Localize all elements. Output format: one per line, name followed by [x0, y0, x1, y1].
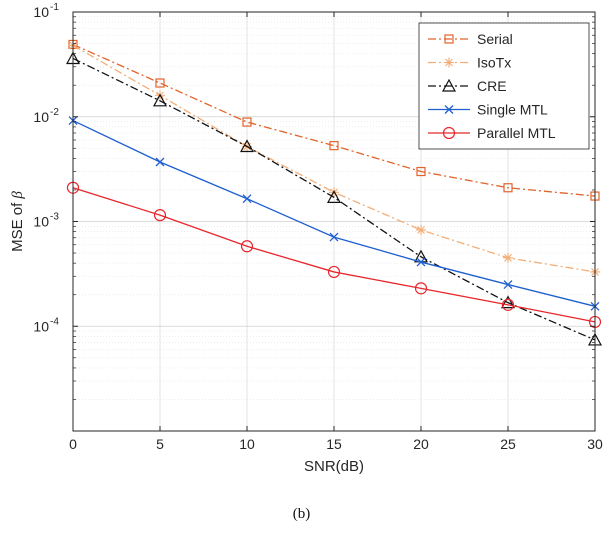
data-point [329, 232, 339, 242]
x-tick-label: 20 [413, 436, 429, 452]
y-tick-exponent: -4 [50, 316, 59, 327]
y-tick-exponent: -1 [50, 2, 59, 13]
legend-item: Parallel MTL [428, 125, 556, 141]
legend-marker [441, 78, 457, 92]
legend: Serial IsoTx CRE Single MTL Parallel MTL [418, 22, 590, 150]
y-tick-label: 10 [33, 214, 49, 230]
legend-marker [444, 34, 454, 44]
legend-item: CRE [428, 78, 507, 94]
data-point [242, 117, 252, 127]
data-point [416, 257, 426, 267]
legend-marker [444, 57, 454, 68]
data-point [414, 282, 428, 295]
x-tick-label: 25 [500, 436, 516, 452]
data-point [239, 139, 255, 153]
legend-item: Serial [428, 31, 513, 47]
y-axis-label-text: MSE of [9, 199, 26, 252]
y-tick-label: 10 [33, 4, 49, 20]
y-tick-exponent: -2 [50, 107, 59, 118]
plot-area [65, 39, 603, 346]
data-point [501, 298, 515, 311]
legend-item: Single MTL [428, 102, 548, 118]
legend-marker [442, 126, 456, 140]
y-axis-label: MSE of β [9, 191, 26, 252]
data-point [326, 190, 342, 203]
x-tick-label: 5 [156, 436, 164, 452]
y-tick-label: 10 [33, 109, 49, 125]
legend-label: Parallel MTL [477, 125, 556, 141]
x-tick-label: 15 [326, 436, 342, 452]
legend-label: IsoTx [477, 55, 511, 71]
series-cre [65, 51, 603, 346]
data-point [329, 141, 339, 151]
series-parallel-mtl [66, 181, 602, 329]
series-line [72, 57, 596, 341]
y-tick-label: 10 [33, 318, 49, 334]
y-axis-label-symbol: β [10, 191, 26, 200]
x-tick-label: 30 [587, 436, 603, 452]
figure-caption: (b) [292, 506, 311, 522]
x-tick-label: 0 [69, 436, 77, 452]
data-point [503, 280, 513, 290]
data-point [242, 194, 252, 204]
data-point [240, 240, 254, 253]
legend-label: Single MTL [477, 102, 548, 118]
data-point [416, 166, 426, 177]
series-single-mtl [68, 116, 600, 311]
data-point [416, 224, 426, 235]
series-line [72, 187, 596, 323]
y-tick-exponent: -3 [50, 212, 59, 223]
data-point [327, 265, 341, 279]
legend-label: Serial [477, 31, 513, 47]
data-point [153, 209, 167, 222]
legend-item: IsoTx [428, 55, 511, 71]
series-line [72, 43, 596, 197]
x-axis-label: SNR(dB) [304, 458, 364, 475]
data-point [503, 183, 513, 193]
data-point [155, 157, 165, 167]
data-point [503, 252, 513, 263]
data-point [500, 295, 516, 309]
x-tick-label: 10 [239, 436, 255, 452]
data-point [155, 78, 165, 88]
legend-marker [444, 105, 454, 114]
legend-label: CRE [477, 78, 507, 94]
data-point [152, 93, 168, 107]
